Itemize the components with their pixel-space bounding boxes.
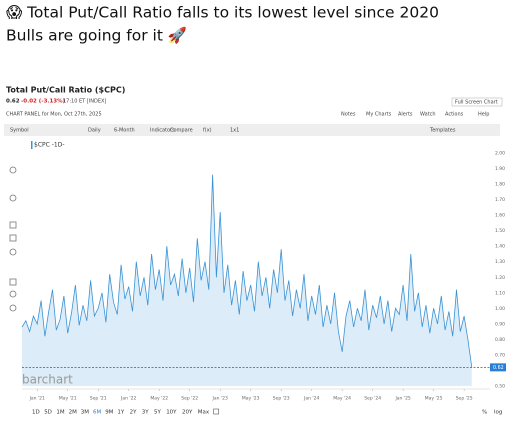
last-value-label: 0.62 — [493, 365, 504, 371]
x-tick-label: Sep '24 — [364, 396, 381, 402]
scale-option[interactable]: % — [482, 410, 487, 416]
period-button[interactable]: 20Y — [182, 410, 193, 416]
period-button[interactable]: 3Y — [142, 410, 149, 416]
y-tick-label: 1.50 — [495, 228, 505, 234]
y-tick-label: 0.50 — [495, 384, 505, 390]
x-tick-label: Sep '21 — [90, 396, 107, 402]
header-action[interactable]: Watch — [420, 112, 436, 118]
line — [21, 174, 473, 368]
x-tick-label: May '21 — [59, 396, 77, 402]
y-tick-label: 1.20 — [495, 275, 505, 281]
y-tick-label: 0.80 — [495, 337, 505, 343]
area — [22, 174, 472, 386]
period-button[interactable]: Max — [198, 410, 210, 416]
y-tick-label: 0.70 — [495, 352, 505, 358]
last-value: 0.62 — [6, 99, 20, 105]
calendar-icon[interactable] — [213, 408, 219, 415]
x-tick-label: May '22 — [150, 396, 168, 402]
toolbar-item[interactable]: Symbol — [10, 128, 29, 134]
fullscreen-label[interactable]: Full Screen Chart — [455, 100, 498, 106]
x-tick-label: Jan '22 — [120, 396, 136, 402]
x-tick-label: Sep '25 — [456, 396, 473, 402]
toolbar-item[interactable]: 6-Month — [114, 128, 135, 134]
period-button[interactable]: 6M — [93, 410, 101, 416]
fullscreen-button[interactable] — [451, 97, 503, 107]
period-button[interactable]: 10Y — [166, 410, 177, 416]
brand: barchart — [22, 373, 73, 387]
tweet-line: Bulls are going for it 🚀 — [6, 26, 187, 45]
toolbar-item[interactable]: 1x1 — [230, 128, 239, 134]
y-tick-label: 1.40 — [495, 244, 505, 250]
period-button[interactable]: 2M — [69, 410, 77, 416]
y-tick-label: 0.90 — [495, 321, 505, 327]
y-tick-label: 2.00 — [495, 151, 505, 157]
chart-header-title: Total Put/Call Ratio ($CPC) — [6, 86, 125, 95]
x-tick-label: Sep '22 — [181, 396, 198, 402]
period-button[interactable]: 1M — [56, 410, 64, 416]
x-tick-label: May '25 — [425, 396, 443, 402]
y-tick-label: 1.30 — [495, 259, 505, 265]
last-value-box — [490, 363, 506, 372]
y-tick-label: 1.10 — [495, 290, 505, 296]
x-tick-label: Jan '21 — [29, 396, 45, 402]
y-tick-label: 1.70 — [495, 197, 505, 203]
toolbar-item[interactable]: Compare — [170, 128, 193, 134]
period-button[interactable]: 5Y — [154, 410, 161, 416]
legend-label: $CPC -1D- — [34, 142, 65, 149]
y-tick-label: 1.90 — [495, 166, 505, 172]
plot: 2.00 1.90 1.80 1.70 1.60 1.50 1.40 1.30 1.20 1.10… — [21, 151, 506, 402]
header-action[interactable]: My Charts — [366, 112, 392, 118]
period-button[interactable]: 1D — [32, 410, 40, 416]
x-tick-label: Sep '23 — [273, 396, 290, 402]
period-button[interactable]: 1Y — [117, 410, 124, 416]
period-button[interactable]: 3M — [81, 410, 89, 416]
y-tick-label: 1.80 — [495, 182, 505, 188]
templates[interactable]: Templates — [429, 128, 456, 134]
scale-option[interactable]: log — [494, 410, 502, 416]
header-action[interactable]: Alerts — [398, 112, 413, 118]
header-action[interactable]: Actions — [445, 112, 464, 118]
x-tick-label: Jan '25 — [394, 396, 410, 402]
toolbar-item[interactable]: Daily — [88, 128, 101, 134]
period-button[interactable]: 2Y — [130, 410, 137, 416]
toolbar-item[interactable]: f(x) — [203, 128, 212, 134]
change: -0.02 (-3.13%) — [21, 99, 66, 105]
x-tick-label: May '23 — [242, 396, 260, 402]
tweet-line: 😱 Total Put/Call Ratio falls to its lowe… — [6, 4, 439, 22]
period-buttons: 1D 5D 1M 2M 3M 6M 9M 1Y 2Y 3Y 5Y 10Y 20Y Max% log — [32, 408, 502, 416]
panel-date: CHART PANEL for Mon, Oct 27th, 2025 — [6, 112, 102, 118]
legend-swatch — [31, 141, 33, 149]
toolbar-item[interactable]: Indicators — [150, 128, 175, 134]
toolbar — [4, 124, 500, 136]
y-tick-label: 1.60 — [495, 213, 505, 219]
header-action[interactable]: Notes — [341, 112, 356, 118]
x-tick-label: May '24 — [333, 396, 351, 402]
period-button[interactable]: 5D — [44, 410, 52, 416]
x-tick-label: Jan '24 — [303, 396, 319, 402]
period-button[interactable]: 9M — [105, 410, 113, 416]
x-tick-label: Jan '23 — [212, 396, 228, 402]
side-tools — [9, 166, 17, 312]
time: 17:10 ET [INDEX] — [63, 99, 106, 105]
header-action[interactable]: Help — [478, 112, 489, 118]
y-tick-label: 1.00 — [495, 306, 505, 312]
